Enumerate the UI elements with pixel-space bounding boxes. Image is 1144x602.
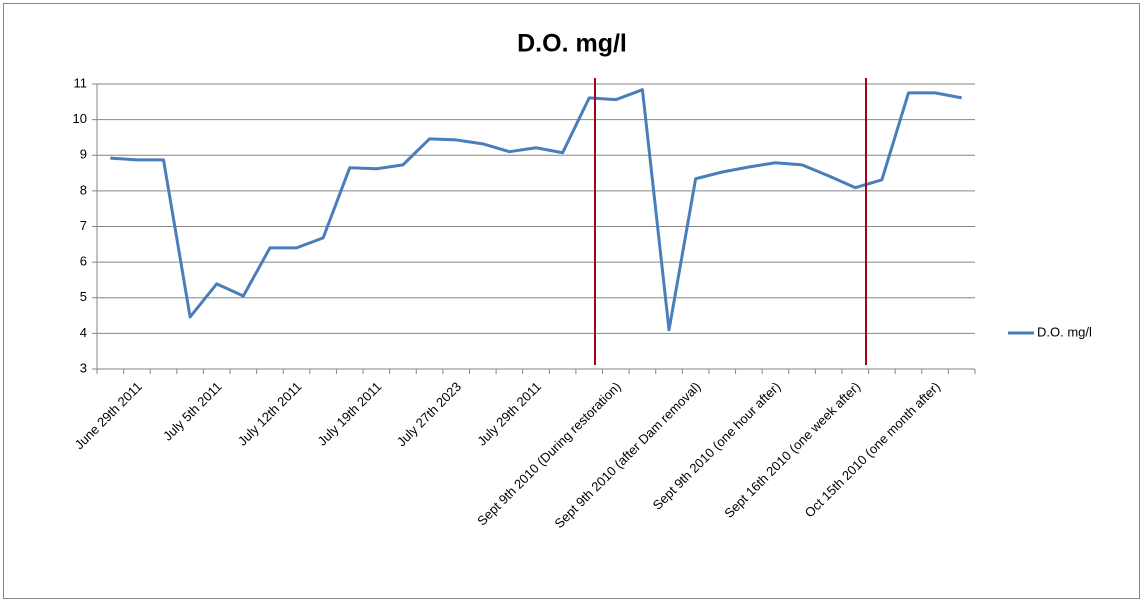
data-line	[110, 88, 962, 332]
y-tick-label: 6	[80, 254, 87, 269]
y-tick-label: 5	[80, 289, 87, 304]
y-tick-label: 3	[80, 360, 87, 375]
y-tick-label: 9	[80, 147, 87, 162]
chart-border	[3, 3, 1140, 599]
chart-title: D.O. mg/l	[517, 30, 627, 58]
legend-label: D.O. mg/l	[1037, 324, 1092, 339]
y-tick-label: 4	[80, 325, 87, 340]
y-tick-label: 8	[80, 182, 87, 197]
y-tick-label: 10	[73, 111, 87, 126]
y-tick-label: 11	[74, 75, 88, 90]
y-tick-label: 7	[80, 218, 87, 233]
